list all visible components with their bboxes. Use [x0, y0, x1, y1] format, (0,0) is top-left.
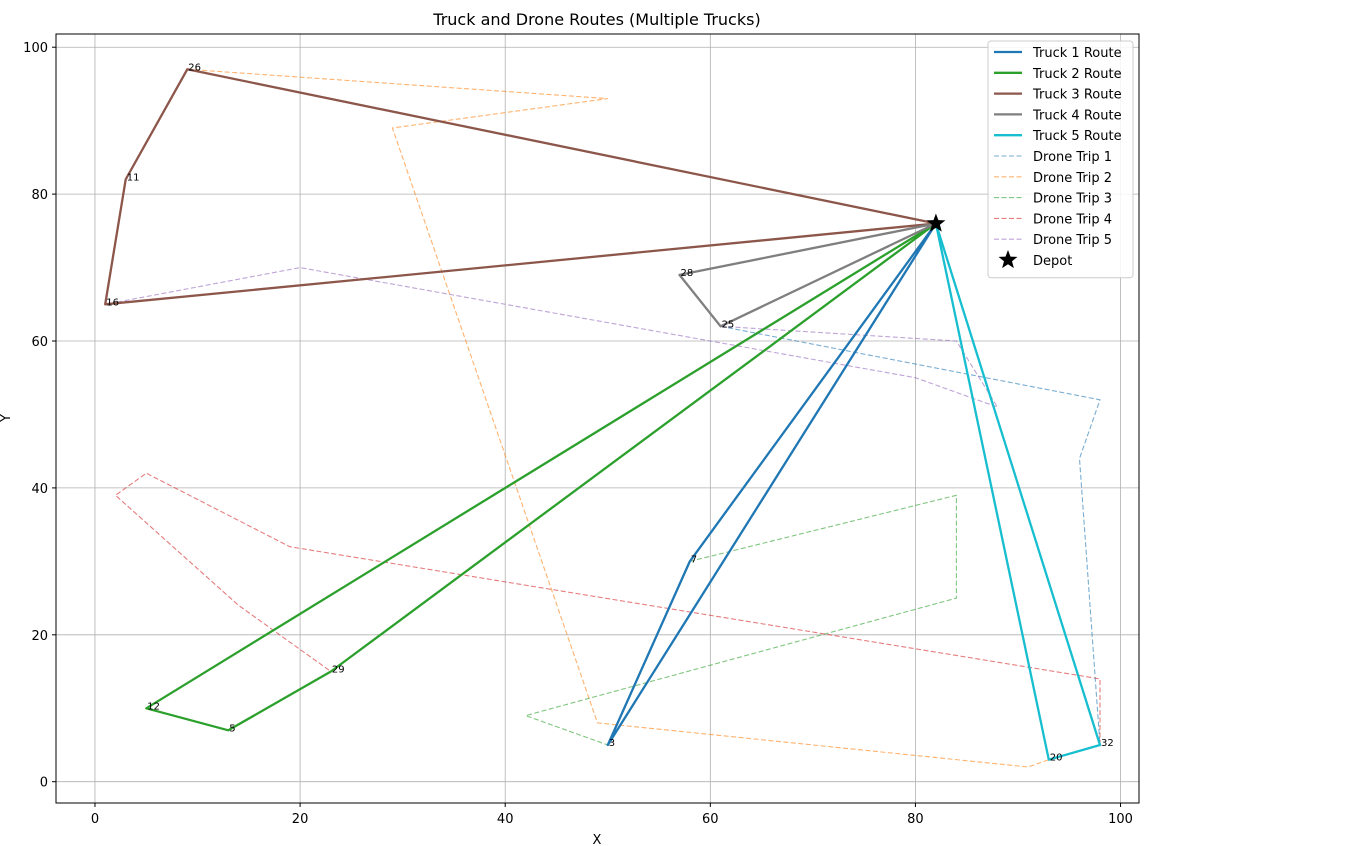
legend-drone-5-label: Drone Trip 5 [1033, 233, 1112, 248]
node-label-7: 7 [691, 554, 697, 565]
node-labels: 26 11 16 28 25 7 29 12 5 3 20 32 [106, 62, 1114, 763]
legend-depot-label: Depot [1033, 254, 1072, 269]
legend-drone-4-label: Drone Trip 4 [1033, 212, 1112, 227]
node-label-11: 11 [127, 172, 140, 183]
drone-trip-3-line [523, 494, 957, 746]
legend-truck-3-label: Truck 3 Route [1032, 88, 1122, 103]
drone-trips [105, 68, 1101, 768]
drone-trip-5-line [105, 267, 999, 409]
node-label-26: 26 [188, 62, 201, 73]
node-label-3: 3 [609, 738, 615, 749]
node-label-16: 16 [106, 297, 119, 308]
node-label-20: 20 [1050, 753, 1063, 764]
depot-marker [926, 213, 946, 232]
drone-trip-4-line [114, 472, 1101, 745]
node-label-12: 12 [147, 701, 160, 712]
legend-drone-2-label: Drone Trip 2 [1033, 171, 1112, 186]
node-label-29: 29 [332, 665, 345, 676]
y-tick-label: 80 [31, 188, 48, 203]
legend-truck-2-label: Truck 2 Route [1032, 67, 1122, 82]
y-tick-label: 60 [31, 335, 48, 350]
x-tick-label: 20 [292, 812, 309, 827]
plot-area-frame [55, 33, 1140, 804]
depot-star-icon [926, 213, 946, 232]
y-tick-label: 20 [31, 629, 48, 644]
x-tick-label: 100 [1108, 812, 1133, 827]
node-label-28: 28 [681, 268, 694, 279]
y-axis-ticks: 0 20 40 60 80 100 [23, 41, 56, 791]
x-axis-ticks: 0 20 40 60 80 100 [91, 803, 1133, 827]
legend-box [987, 40, 1134, 279]
legend: Truck 1 Route Truck 2 Route Truck 3 Route T… [987, 40, 1134, 279]
node-label-32: 32 [1101, 738, 1114, 749]
node-label-25: 25 [722, 319, 735, 330]
y-tick-label: 100 [23, 41, 48, 56]
chart-title: Truck and Drone Routes (Multiple Trucks) [432, 10, 760, 29]
truck-2-route-line [145, 222, 937, 732]
truck-4-route-line [678, 222, 937, 328]
legend-truck-4-label: Truck 4 Route [1032, 108, 1122, 123]
legend-truck-1-label: Truck 1 Route [1032, 46, 1122, 61]
x-axis-label: X [593, 833, 602, 846]
x-tick-label: 40 [497, 812, 514, 827]
drone-trip-1-line [720, 325, 1101, 746]
drone-trip-2-line [187, 68, 1049, 768]
node-label-5: 5 [229, 723, 235, 734]
x-tick-label: 60 [702, 812, 719, 827]
truck-3-route-line [104, 68, 937, 306]
x-tick-label: 0 [91, 812, 99, 827]
legend-drone-1-label: Drone Trip 1 [1033, 150, 1112, 165]
y-tick-label: 40 [31, 482, 48, 497]
legend-depot-star-icon [998, 250, 1018, 269]
legend-drone-3-label: Drone Trip 3 [1033, 192, 1112, 207]
y-tick-label: 0 [40, 776, 48, 791]
truck-routes [104, 68, 1102, 761]
legend-truck-5-label: Truck 5 Route [1032, 129, 1122, 144]
x-tick-label: 80 [907, 812, 924, 827]
truck-5-route-line [934, 223, 1102, 761]
truck-1-route-line [606, 222, 937, 747]
y-axis-label: Y [0, 414, 14, 423]
